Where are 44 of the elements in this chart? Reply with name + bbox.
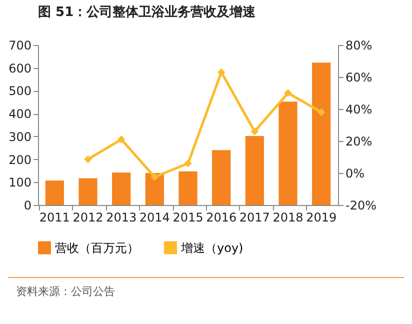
x-tick-label: 2015 [172, 210, 204, 224]
x-tick-label: 2011 [39, 210, 70, 224]
x-tick-label: 2013 [106, 210, 137, 224]
legend-label: 增速（yoy) [180, 240, 244, 255]
x-tick-label: 2016 [206, 210, 237, 224]
y-tick-label: 0 [24, 198, 32, 212]
y-tick-label: 100 [8, 176, 32, 190]
bar [145, 173, 164, 205]
bar [178, 171, 198, 205]
point [317, 108, 326, 116]
y2-tick-label: 0% [346, 166, 365, 180]
y2-tick-label: 40% [346, 102, 372, 116]
bar [212, 150, 231, 205]
y-tick-label: 400 [8, 107, 32, 122]
y2-tick-label: 80% [346, 38, 372, 52]
y-tick-label: 600 [8, 61, 32, 76]
bar [112, 172, 131, 205]
text: 资料来源：公司公告 [8, 277, 404, 299]
point [284, 89, 292, 97]
legend-label: 营收（百万元） [55, 240, 139, 255]
bar [45, 180, 64, 205]
y2-tick-label: -20% [346, 198, 377, 212]
y-tick-label: 200 [8, 152, 32, 167]
y-tick-label: 700 [8, 38, 32, 52]
point [150, 173, 159, 181]
point [184, 160, 192, 168]
chart-title: 图 51：公司整体卫浴业务营收及增速 [38, 4, 257, 20]
bar [245, 136, 264, 205]
y-tick-label: 500 [8, 84, 32, 98]
point [84, 155, 92, 164]
point [217, 68, 226, 76]
x-tick-label: 2019 [306, 210, 337, 224]
bar [278, 102, 298, 205]
x-tick-label: 2017 [239, 210, 270, 224]
bar [78, 178, 98, 205]
point [117, 136, 126, 144]
y2-tick-label: 60% [346, 70, 372, 84]
bar [312, 62, 331, 205]
y2-tick-label: 20% [346, 134, 372, 148]
x-tick-label: 2014 [139, 210, 170, 224]
x-tick-label: 2012 [72, 210, 104, 224]
point [250, 128, 259, 136]
y-tick-label: 300 [8, 130, 32, 144]
x-tick-label: 2018 [272, 210, 304, 224]
